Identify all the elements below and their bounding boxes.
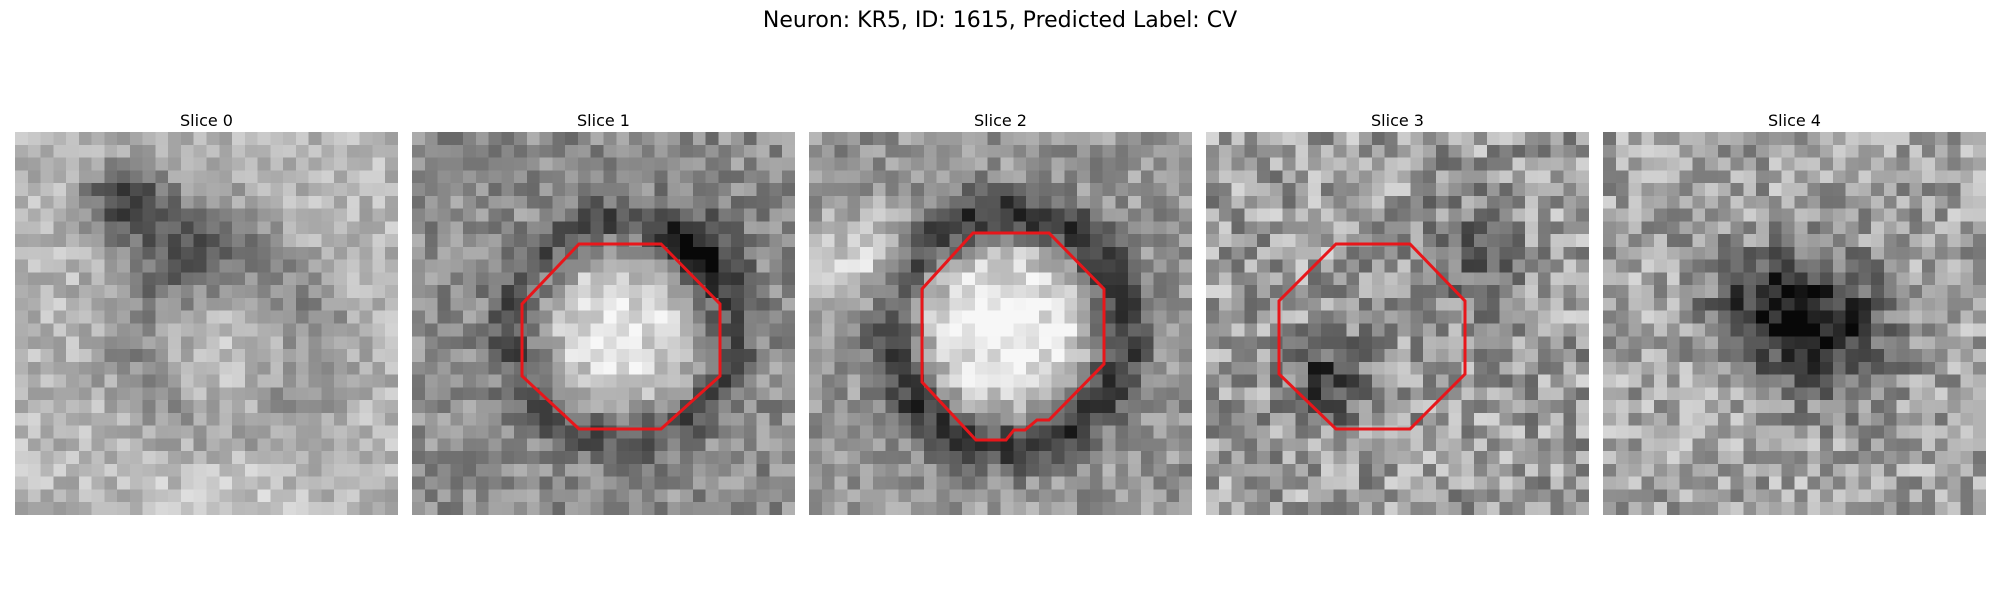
slice-image xyxy=(809,132,1192,515)
slice-title: Slice 4 xyxy=(1768,111,1821,130)
slice-image xyxy=(1603,132,1986,515)
slice-panel-0: Slice 0 xyxy=(15,110,398,515)
slice-image xyxy=(15,132,398,515)
slice-panel-4: Slice 4 xyxy=(1603,110,1986,515)
slice-image xyxy=(412,132,795,515)
slice-image xyxy=(1206,132,1589,515)
roi-outline xyxy=(920,231,1106,442)
slice-title: Slice 1 xyxy=(577,111,630,130)
slice-panel-1: Slice 1 xyxy=(412,110,795,515)
roi-outline xyxy=(520,242,722,431)
roi-overlay xyxy=(1277,242,1467,431)
roi-overlay xyxy=(920,231,1106,442)
slice-title: Slice 0 xyxy=(180,111,233,130)
slice-title: Slice 3 xyxy=(1371,111,1424,130)
roi-outline xyxy=(1277,242,1467,431)
slice-title: Slice 2 xyxy=(974,111,1027,130)
figure-title: Neuron: KR5, ID: 1615, Predicted Label: … xyxy=(762,8,1238,33)
slice-panel-3: Slice 3 xyxy=(1206,110,1589,515)
slice-panel-2: Slice 2 xyxy=(809,110,1192,515)
roi-overlay xyxy=(520,242,722,431)
